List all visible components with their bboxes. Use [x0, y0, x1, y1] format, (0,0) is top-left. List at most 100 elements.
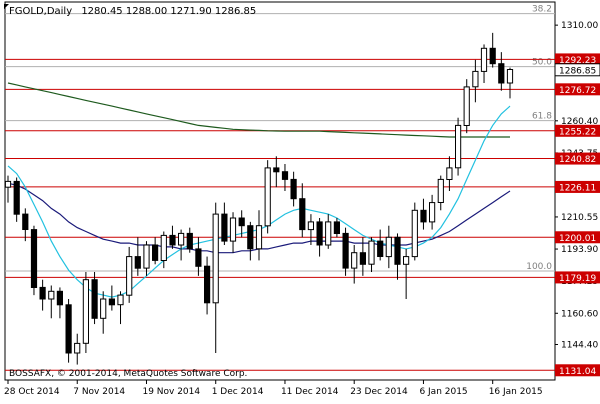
candle-body	[403, 256, 410, 265]
price-tag-label: 1131.04	[559, 367, 596, 377]
candle	[108, 285, 116, 311]
candle	[429, 194, 436, 230]
candle-body	[152, 244, 159, 261]
symbol-label: FGOLD,Daily	[9, 6, 72, 17]
candle	[394, 233, 401, 280]
candle	[212, 202, 219, 353]
candle-body	[22, 213, 29, 231]
x-tick-label: 6 Jan 2015	[419, 387, 467, 397]
candle-body	[134, 256, 141, 269]
candle	[143, 241, 150, 276]
candle-body	[178, 232, 185, 246]
candle-body	[13, 180, 20, 215]
price-tag-label: 1226.11	[559, 183, 596, 193]
candle	[273, 156, 280, 188]
fib-label: 61.8	[532, 112, 552, 122]
candle-body	[368, 240, 375, 265]
candle-body	[212, 213, 219, 304]
candle	[134, 237, 141, 276]
candle-body	[463, 86, 470, 126]
candle	[229, 212, 237, 253]
x-tick-label: 7 Nov 2014	[73, 387, 125, 397]
candle	[126, 246, 133, 303]
candle	[342, 227, 349, 276]
x-tick-label: 1 Dec 2014	[212, 387, 264, 397]
candle	[178, 229, 185, 261]
candles	[4, 32, 514, 365]
candle	[368, 237, 375, 272]
y-tick-label: 1193.90	[561, 245, 598, 255]
candle-body	[394, 236, 401, 265]
candle	[455, 117, 462, 176]
chart-header: FGOLD,Daily 1280.45 1288.00 1271.90 1286…	[9, 6, 256, 17]
price-tag	[555, 271, 600, 284]
candle	[506, 67, 514, 99]
y-tick-label: 1144.40	[561, 341, 598, 351]
candle-body	[126, 256, 133, 296]
candle	[498, 52, 505, 91]
fib-levels: 38.2 50.0 61.8 100.0	[5, 5, 555, 272]
candle	[255, 210, 263, 261]
candle-body	[480, 47, 488, 72]
candle	[247, 221, 254, 261]
candle	[91, 272, 98, 325]
candle	[152, 237, 159, 265]
candle-body	[221, 213, 228, 242]
candle	[39, 279, 46, 311]
candle-body	[160, 234, 167, 261]
candle	[48, 285, 55, 319]
candle-body	[506, 69, 514, 84]
price-tag	[555, 124, 600, 137]
candle-body	[4, 180, 12, 188]
candle-body	[117, 294, 124, 306]
candle	[420, 198, 427, 230]
candle	[333, 218, 340, 238]
x-tick-label: 28 Oct 2014	[4, 387, 60, 397]
x-tick-label: 23 Dec 2014	[350, 387, 408, 397]
candle-body	[82, 279, 90, 344]
x-tick-label: 19 Nov 2014	[142, 387, 200, 397]
candle	[56, 287, 63, 319]
price-tag	[555, 152, 600, 165]
candle-body	[238, 217, 245, 227]
candle-body	[74, 342, 81, 354]
candle-body	[429, 202, 436, 223]
candle	[307, 214, 314, 245]
candle-body	[273, 167, 280, 173]
candle-body	[385, 236, 392, 258]
candle-body	[437, 178, 444, 203]
candle	[160, 231, 167, 269]
price-tag	[555, 83, 600, 96]
fib-label: 50.0	[532, 58, 552, 68]
candle-body	[351, 252, 358, 269]
candle-body	[229, 217, 237, 242]
header-arrow-icon	[4, 4, 9, 9]
candle	[22, 208, 29, 242]
price-tag-label: 1179.19	[559, 274, 596, 284]
y-tick-label: 1210.55	[561, 213, 598, 223]
current-price-label: 1286.85	[559, 66, 596, 76]
price-tag-label: 1240.82	[559, 155, 596, 165]
price-tag	[555, 231, 600, 244]
candle	[82, 272, 90, 353]
candle	[238, 210, 245, 238]
candle	[195, 237, 202, 276]
y-tick-label: 1160.60	[561, 309, 598, 319]
candle-body	[359, 252, 366, 265]
candle-body	[420, 209, 427, 223]
candle	[204, 256, 211, 315]
candle-body	[255, 225, 263, 250]
price-tag	[555, 364, 600, 377]
x-tick-label: 16 Jan 2015	[489, 387, 543, 397]
candle-body	[498, 63, 505, 84]
candle-body	[333, 221, 340, 234]
candle-body	[48, 290, 55, 300]
candle-body	[108, 298, 116, 306]
candle-body	[39, 286, 46, 300]
candle	[359, 237, 366, 276]
candle-body	[100, 298, 107, 319]
candle-body	[290, 178, 297, 200]
candle	[299, 183, 306, 238]
candle	[13, 177, 20, 222]
y-tick-label: 1310.00	[561, 21, 598, 31]
